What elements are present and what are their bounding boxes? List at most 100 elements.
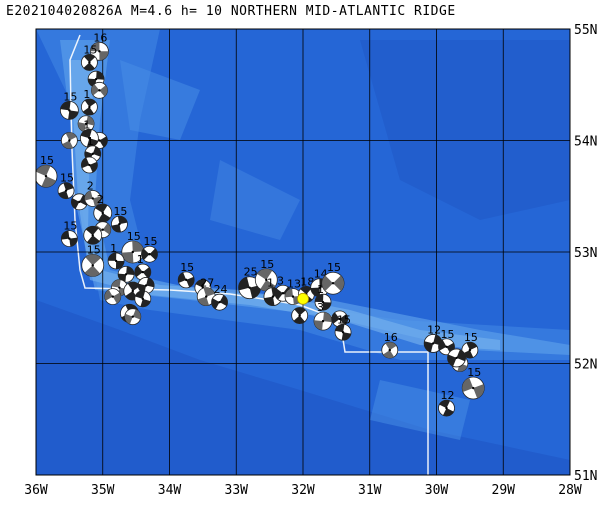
focal-mechanism: 15	[141, 235, 158, 263]
beachball-center	[472, 386, 475, 390]
beachball-center	[265, 278, 268, 282]
beachball-compression-quadrant	[82, 107, 94, 116]
beachball-center	[331, 282, 335, 285]
mechanism-label: 15	[127, 230, 141, 243]
longitude-tick-label: 36W	[24, 483, 48, 498]
mechanism-label: 15	[327, 261, 341, 274]
mechanism-label: 15	[87, 243, 101, 256]
beachball-center	[131, 250, 134, 254]
mechanism-label: 12	[427, 323, 441, 336]
beachball-center	[205, 295, 208, 298]
focal-mechanism	[81, 156, 98, 174]
beachball-center	[298, 314, 301, 317]
focal-mechanism: 24	[211, 283, 228, 311]
beachball-compression-quadrant	[69, 237, 78, 247]
latitude-tick-label: 55N	[574, 23, 597, 38]
focal-mechanism: 27	[196, 277, 216, 307]
beachball-compression-quadrant	[86, 138, 99, 148]
beachball-center	[101, 211, 104, 215]
beachball-compression-quadrant	[466, 342, 478, 351]
focal-mechanism: 1	[107, 242, 125, 270]
beachball-compression-quadrant	[58, 190, 69, 199]
longitude-tick-label: 29W	[492, 483, 516, 498]
beachball-center	[91, 152, 94, 156]
focal-mechanism: 15	[36, 154, 58, 188]
beachball-compression-quadrant	[71, 198, 80, 209]
beachball-compression-quadrant	[86, 115, 95, 126]
focal-mechanism: 15	[334, 313, 352, 341]
longitude-ticks: 36W 35W 34W 33W 32W 31W 30W 29W 28W	[24, 483, 582, 498]
beachball-center	[101, 228, 104, 231]
beachball-compression-quadrant	[86, 235, 100, 245]
focal-mechanism	[124, 308, 142, 326]
focal-mechanism	[447, 348, 466, 368]
beachball-compression-quadrant	[36, 165, 51, 177]
beachball-compression-quadrant	[314, 320, 324, 331]
beachball-compression-quadrant	[456, 349, 466, 362]
beachball-compression-quadrant	[293, 315, 305, 324]
mechanism-label: 27	[200, 277, 214, 290]
beachball-compression-quadrant	[195, 279, 207, 288]
focal-mechanism: 1	[81, 88, 98, 116]
beachball-compression-quadrant	[126, 266, 135, 275]
map-title: E202104020826A M=4.6 h= 10 NORTHERN MID-…	[6, 4, 456, 19]
mechanism-label: 1	[137, 253, 144, 266]
beachball-compression-quadrant	[447, 354, 457, 367]
longitude-tick-label: 30W	[425, 483, 449, 498]
mechanism-label: 15	[113, 205, 127, 218]
beachball-center	[78, 200, 81, 204]
graticule	[36, 29, 570, 475]
focal-mechanism	[60, 132, 78, 149]
focal-mechanism	[83, 225, 103, 245]
beachball-compression-quadrant	[85, 226, 99, 236]
beachball-center	[68, 139, 71, 142]
mechanism-label: 1	[83, 118, 90, 131]
beachball-compression-quadrant	[61, 230, 70, 240]
focal-mechanism: 15	[121, 230, 145, 264]
beachball-compression-quadrant	[89, 161, 98, 173]
beachball-compression-quadrant	[97, 212, 111, 222]
beachball-center	[218, 300, 221, 304]
beachball-compression-quadrant	[186, 276, 195, 288]
beachball-compression-quadrant	[149, 248, 158, 260]
beachball-compression-quadrant	[284, 288, 293, 298]
mechanism-label: 1	[87, 135, 94, 148]
beachball-compression-quadrant	[111, 224, 121, 233]
focal-mechanism	[291, 307, 309, 324]
focal-mechanism	[91, 81, 108, 99]
focal-mechanism: 13	[284, 278, 302, 306]
focal-mechanism: 15	[111, 205, 128, 233]
focal-mechanism: 15	[60, 220, 78, 248]
beachball-compression-quadrant	[462, 377, 474, 392]
beachball-center	[141, 270, 144, 274]
beachball-compression-quadrant	[115, 260, 125, 269]
beachball-compression-quadrant	[424, 341, 434, 353]
beachball-center	[271, 295, 275, 298]
mechanism-label: 15	[441, 328, 455, 341]
beachball-compression-quadrant	[62, 140, 74, 149]
mechanism-label: 15	[63, 220, 77, 233]
beachball-center	[88, 137, 91, 140]
beachball-center	[91, 234, 94, 237]
beachball-center	[68, 109, 71, 112]
beachball-compression-quadrant	[238, 277, 250, 291]
beachball-compression-quadrant	[112, 292, 121, 304]
beachball-compression-quadrant	[90, 42, 100, 52]
beachball-compression-quadrant	[178, 272, 187, 283]
beachball-compression-quadrant	[80, 129, 92, 139]
beachball-compression-quadrant	[322, 302, 332, 311]
focal-mechanism: 2	[84, 179, 102, 207]
focal-mechanism: 1	[134, 253, 152, 281]
beachball-compression-quadrant	[197, 296, 209, 306]
beachball-compression-quadrant	[249, 285, 261, 299]
longitude-tick-label: 34W	[158, 483, 182, 498]
beachball-compression-quadrant	[383, 350, 395, 359]
latitude-tick-label: 51N	[574, 469, 597, 484]
mechanism-label: 15	[337, 313, 351, 326]
event-epicenter	[297, 292, 309, 305]
beachball-center	[98, 50, 101, 53]
beachball-compression-quadrant	[84, 190, 93, 201]
focal-mechanism: 1	[314, 283, 332, 311]
beachball-center	[91, 264, 94, 267]
beachball-center	[111, 295, 114, 298]
